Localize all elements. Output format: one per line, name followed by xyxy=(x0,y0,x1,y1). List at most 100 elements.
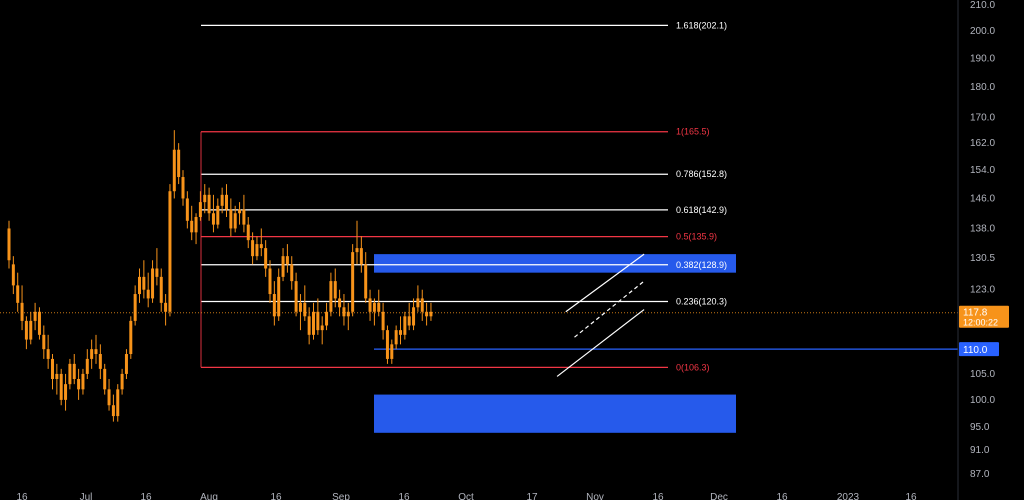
candle[interactable] xyxy=(268,260,272,303)
candle[interactable] xyxy=(103,363,107,395)
candle[interactable] xyxy=(68,358,72,390)
candle[interactable] xyxy=(359,236,363,273)
candle[interactable] xyxy=(142,260,146,299)
candle[interactable] xyxy=(216,198,220,229)
candle[interactable] xyxy=(399,316,402,345)
candle[interactable] xyxy=(90,339,94,369)
candle[interactable] xyxy=(146,272,150,308)
candle[interactable] xyxy=(294,272,298,317)
candle[interactable] xyxy=(242,194,246,233)
candle[interactable] xyxy=(168,184,172,317)
candle[interactable] xyxy=(281,248,285,282)
level-marker-badge[interactable]: 110.0 xyxy=(959,342,999,357)
candle[interactable] xyxy=(238,202,242,225)
candle[interactable] xyxy=(429,302,433,321)
candle[interactable] xyxy=(64,373,68,411)
candle[interactable] xyxy=(116,384,120,422)
support-zone[interactable] xyxy=(374,394,736,433)
candle[interactable] xyxy=(203,184,207,214)
candle[interactable] xyxy=(42,325,46,359)
candle[interactable] xyxy=(181,170,185,206)
channel-upper-line[interactable] xyxy=(565,253,645,313)
candle[interactable] xyxy=(277,268,281,321)
resistance-zone[interactable] xyxy=(374,254,736,273)
candle[interactable] xyxy=(133,285,137,326)
candle[interactable] xyxy=(412,298,416,331)
candle[interactable] xyxy=(107,379,111,411)
candle[interactable] xyxy=(312,302,315,340)
candle[interactable] xyxy=(155,248,159,286)
candle[interactable] xyxy=(246,217,250,249)
candle[interactable] xyxy=(372,298,376,326)
candle[interactable] xyxy=(51,354,54,390)
candle[interactable] xyxy=(177,143,181,185)
candle[interactable] xyxy=(381,302,385,340)
candle[interactable] xyxy=(46,334,50,369)
candle[interactable] xyxy=(333,268,337,308)
candle[interactable] xyxy=(351,244,355,317)
candle[interactable] xyxy=(320,316,324,345)
candle[interactable] xyxy=(342,294,346,326)
candle[interactable] xyxy=(24,316,28,350)
candle[interactable] xyxy=(59,368,63,406)
candle[interactable] xyxy=(37,307,41,340)
candle[interactable] xyxy=(172,130,176,199)
candle[interactable] xyxy=(164,294,168,326)
candle[interactable] xyxy=(124,349,128,380)
candle[interactable] xyxy=(285,244,289,273)
candle[interactable] xyxy=(307,307,311,345)
candle[interactable] xyxy=(85,349,89,380)
candle[interactable] xyxy=(390,339,394,364)
candle[interactable] xyxy=(138,268,141,303)
candle[interactable] xyxy=(251,232,255,265)
candle[interactable] xyxy=(77,368,81,400)
candle[interactable] xyxy=(325,302,329,331)
candle[interactable] xyxy=(81,368,85,395)
candle[interactable] xyxy=(368,289,372,321)
candle[interactable] xyxy=(11,256,15,295)
candle[interactable] xyxy=(7,220,11,269)
candle[interactable] xyxy=(198,191,202,221)
candle[interactable] xyxy=(111,394,115,422)
candle[interactable] xyxy=(190,205,194,241)
candle[interactable] xyxy=(151,260,155,303)
candle[interactable] xyxy=(185,191,189,229)
candle[interactable] xyxy=(329,272,333,317)
candle[interactable] xyxy=(72,354,76,385)
candle[interactable] xyxy=(94,334,98,364)
candle[interactable] xyxy=(225,184,228,218)
candle[interactable] xyxy=(394,325,398,350)
candle[interactable] xyxy=(120,368,124,395)
channel-mid-line[interactable] xyxy=(574,280,645,338)
candle[interactable] xyxy=(377,289,381,317)
candle[interactable] xyxy=(220,187,224,214)
candle[interactable] xyxy=(303,285,307,321)
candle[interactable] xyxy=(346,302,350,331)
candle[interactable] xyxy=(316,298,320,335)
candle[interactable] xyxy=(229,198,233,237)
candle[interactable] xyxy=(33,302,37,331)
candle[interactable] xyxy=(98,344,102,380)
candle[interactable] xyxy=(255,236,259,261)
candle[interactable] xyxy=(416,285,420,312)
candle[interactable] xyxy=(211,194,215,233)
channel-lower-line[interactable] xyxy=(556,309,645,377)
candle[interactable] xyxy=(403,311,407,340)
last-price-badge[interactable]: 117.812:00:22 xyxy=(959,305,1009,328)
candle[interactable] xyxy=(233,205,237,233)
candle[interactable] xyxy=(298,294,302,331)
candle[interactable] xyxy=(425,302,429,326)
candle[interactable] xyxy=(338,289,342,317)
candle[interactable] xyxy=(159,268,163,312)
candle[interactable] xyxy=(259,228,263,257)
candle[interactable] xyxy=(385,325,389,364)
candle[interactable] xyxy=(29,311,33,345)
candle[interactable] xyxy=(290,256,294,290)
candle[interactable] xyxy=(364,252,368,303)
candle[interactable] xyxy=(16,272,20,312)
candle[interactable] xyxy=(129,316,133,359)
candle[interactable] xyxy=(407,302,411,331)
candle[interactable] xyxy=(420,289,424,321)
